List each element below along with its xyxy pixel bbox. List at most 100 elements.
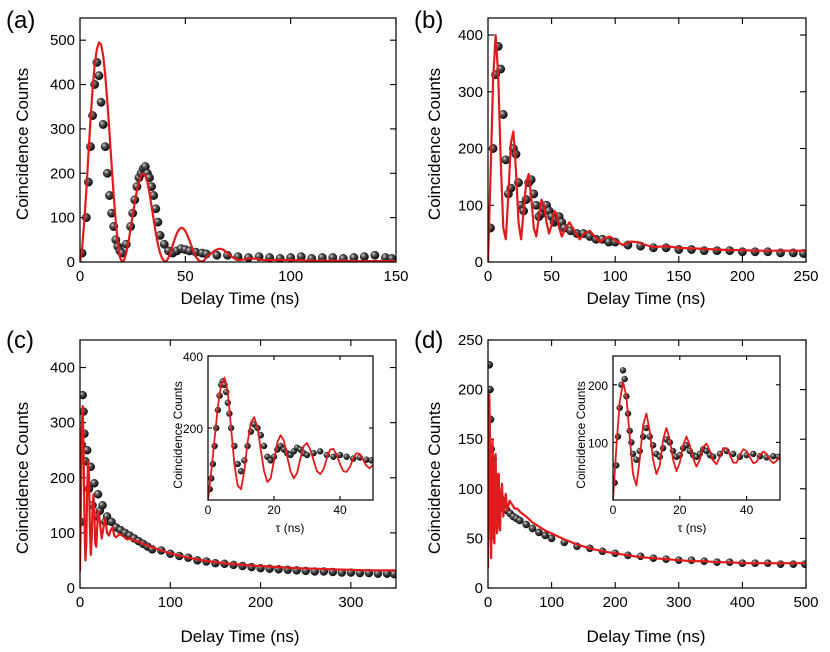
x-tick-label-a: 100 (278, 268, 303, 285)
data-point-c-inset (343, 453, 350, 460)
data-point-c (93, 490, 103, 499)
y-tick-label-c-inset: 400 (183, 350, 203, 364)
y-tick-label-d: 100 (458, 481, 483, 498)
x-tick-label-d: 100 (539, 594, 564, 611)
x-tick-label-b: 250 (793, 268, 818, 285)
y-tick-label-a: 400 (50, 77, 75, 94)
y-tick-label-d-inset: 100 (588, 436, 608, 450)
y-tick-label-c: 300 (50, 415, 75, 432)
data-point-a (359, 252, 369, 262)
data-point-a (98, 120, 108, 129)
x-tick-label-b: 0 (484, 268, 492, 285)
data-point-d (541, 531, 550, 540)
data-point-a (86, 142, 95, 152)
data-point-b (661, 243, 671, 253)
data-point-c (98, 501, 107, 510)
y-tick-label-a: 500 (50, 32, 75, 49)
data-point-d (488, 385, 494, 394)
data-point-d (547, 534, 556, 543)
data-point-a (84, 177, 93, 187)
x-tick-label-d: 200 (603, 594, 628, 611)
data-point-b (521, 195, 531, 205)
plot-frame-b (487, 17, 807, 263)
data-point-c-inset (303, 451, 311, 459)
plot-frame-a (79, 17, 397, 263)
y-tick-label-b: 100 (458, 197, 483, 214)
data-point-c (80, 390, 87, 400)
x-tick-label-c: 300 (338, 594, 363, 611)
data-point-a (212, 250, 222, 260)
data-point-d-inset (633, 456, 640, 463)
data-point-c-inset (260, 442, 268, 450)
x-tick-label-c-inset: 40 (333, 503, 347, 517)
panel-b: 0 50 100 150 200 250 0 100 200 300 400 (458, 17, 819, 285)
data-point-a (159, 239, 169, 249)
data-point-d-inset (621, 375, 628, 383)
y-tick-label-d-inset: 200 (588, 379, 608, 393)
y-tick-label-c: 100 (50, 525, 75, 542)
x-axis-label-b: Delay Time (ns) (586, 289, 705, 308)
data-point-d (535, 528, 543, 537)
panel-a: 0 50 100 150 0 100 200 300 400 500 (50, 17, 409, 285)
y-tick-label-c: 0 (67, 580, 75, 597)
x-tick-label-a: 150 (383, 268, 408, 285)
x-axis-label-a: Delay Time (ns) (180, 289, 299, 308)
plot-frame-c (79, 339, 397, 589)
x-axis-label-c: Delay Time (ns) (180, 627, 299, 646)
plot-marks-c-inset (208, 376, 373, 500)
plot-marks-c (80, 390, 396, 579)
y-tick-label-c: 200 (50, 470, 75, 487)
plot-frame-d (487, 339, 807, 589)
data-point-c-inset (330, 453, 337, 460)
x-tick-label-c-inset: 20 (267, 503, 281, 517)
x-tick-label-d-inset: 0 (610, 503, 617, 517)
y-tick-label-c-inset: 200 (183, 422, 203, 436)
x-tick-label-b: 150 (666, 268, 691, 285)
data-point-d (488, 361, 494, 369)
x-tick-label-b: 50 (543, 268, 560, 285)
inset-background-d-inset (613, 356, 780, 500)
x-axis-label-d-inset: τ (ns) (678, 521, 707, 535)
x-tick-label-c: 200 (248, 594, 273, 611)
x-tick-label-c-inset: 0 (205, 503, 212, 517)
y-axis-label-d-inset: Coincidence Counts (574, 381, 588, 488)
data-point-c (90, 479, 99, 488)
fit-line-d (488, 393, 806, 569)
y-axis-label-d: Coincidence Counts (425, 402, 444, 554)
plot-marks-d-inset (613, 367, 780, 500)
x-axis-label-c-inset: τ (ns) (276, 521, 305, 535)
y-tick-label-a: 0 (67, 254, 75, 271)
x-tick-label-b: 200 (730, 268, 755, 285)
plot-marks-a (80, 41, 396, 262)
x-tick-label-d-inset: 20 (673, 503, 687, 517)
data-point-a (100, 142, 110, 152)
y-tick-label-d: 150 (458, 431, 483, 448)
fit-line-a (80, 41, 396, 262)
panel-c: 0 100 200 300 0 100 200 300 400 (50, 339, 397, 611)
fit-line-b (488, 33, 806, 262)
data-point-c (107, 517, 116, 527)
fit-line-c (80, 405, 396, 572)
y-axis-label-b: Coincidence Counts (425, 68, 444, 220)
y-tick-label-d: 200 (458, 382, 483, 399)
x-tick-label-d: 400 (730, 594, 755, 611)
y-tick-label-d: 0 (475, 580, 483, 597)
data-point-d-inset (619, 367, 627, 374)
y-tick-label-b: 0 (475, 254, 483, 271)
x-tick-label-b: 100 (603, 268, 628, 285)
y-tick-label-d: 250 (458, 332, 483, 349)
y-axis-label-c: Coincidence Counts (13, 402, 32, 554)
y-tick-label-a: 200 (50, 165, 75, 182)
data-point-d (522, 520, 531, 529)
y-tick-label-b: 200 (458, 141, 483, 158)
x-tick-label-d: 500 (793, 594, 818, 611)
data-point-a (94, 71, 104, 81)
y-tick-label-a: 300 (50, 121, 75, 138)
x-axis-label-d: Delay Time (ns) (586, 627, 705, 646)
y-axis-label-c-inset: Coincidence Counts (171, 381, 185, 488)
x-tick-label-c: 100 (158, 594, 183, 611)
data-point-a (370, 250, 380, 260)
